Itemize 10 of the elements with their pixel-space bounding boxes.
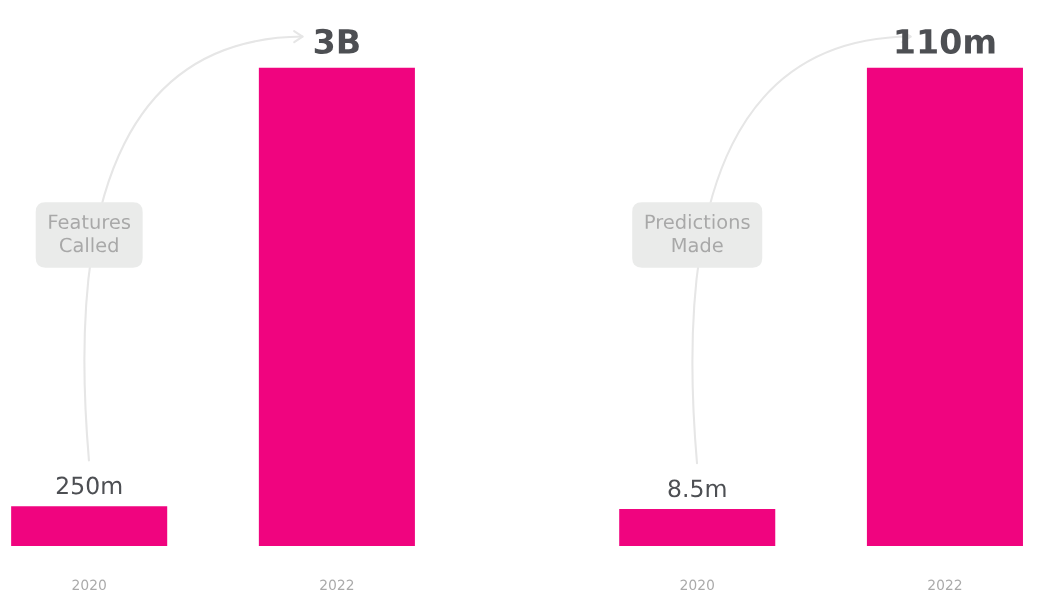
annotation: Features Called <box>49 214 131 253</box>
data-label: 8.5m <box>668 479 726 498</box>
data-label: 250m <box>56 476 122 495</box>
data-label: 3B <box>314 28 359 55</box>
annotation: Predictions Made <box>645 214 750 253</box>
x-tick-label: 2020 <box>72 579 106 591</box>
x-tick-label: 2022 <box>320 579 354 591</box>
x-tick-label: 2022 <box>928 579 962 591</box>
data-label: 110m <box>896 28 995 55</box>
x-tick-label: 2020 <box>680 579 714 591</box>
